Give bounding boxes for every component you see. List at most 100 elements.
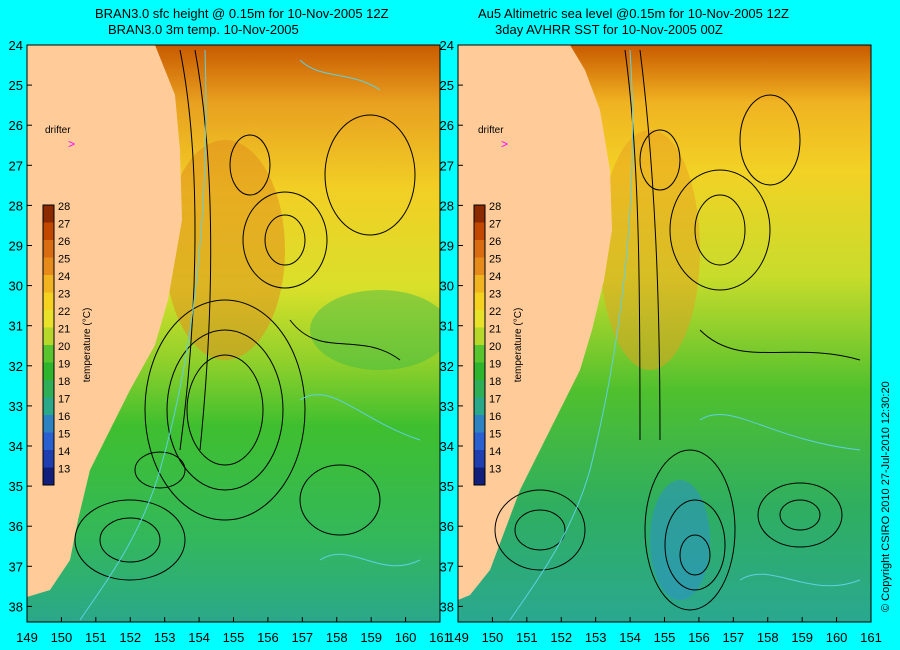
colorbar-swatch: [474, 380, 485, 398]
latitude-tick-label: 29: [9, 239, 23, 254]
right-longitude-axis: 149 150 151 152 153 154 155 156 157 158 159 160 161: [447, 617, 882, 645]
colorbar-swatch: [474, 467, 485, 485]
colorbar-swatch: [43, 380, 54, 398]
colorbar-frame: [473, 204, 486, 486]
longitude-tick-label: 153: [154, 630, 176, 645]
colorbar-swatch: [43, 432, 54, 450]
colorbar-swatch: [43, 345, 54, 363]
longitude-tick-label: 160: [826, 630, 848, 645]
right-title-line1: Au5 Altimetric sea level @0.15m for 10-N…: [478, 6, 789, 21]
left-land: [27, 45, 182, 597]
latitude-tick-label: 33: [440, 399, 454, 414]
latitude-tick-label: 38: [9, 599, 23, 614]
longitude-tick-label: 155: [654, 630, 676, 645]
colorbar-tick-label: 17: [489, 394, 501, 406]
colorbar-swatch: [474, 205, 485, 223]
right-map: drifter >: [458, 45, 871, 622]
right-title-line2: 3day AVHRR SST for 10-Nov-2005 00Z: [495, 22, 723, 37]
latitude-tick-label: 29: [440, 239, 454, 254]
colorbar-swatch: [43, 362, 54, 380]
colorbar-swatch: [43, 397, 54, 415]
colorbar-tick-label: 21: [489, 324, 501, 336]
colorbar-tick-label: 24: [58, 271, 70, 283]
latitude-tick-label: 25: [440, 78, 454, 93]
left-drifter-marker: >: [68, 137, 75, 151]
longitude-tick-label: 154: [188, 630, 210, 645]
colorbar-swatch: [474, 240, 485, 258]
colorbar-swatch: [43, 327, 54, 345]
colorbar-tick-label: 24: [489, 271, 501, 283]
colorbar-tick-label: 22: [489, 306, 501, 318]
latitude-tick-label: 31: [9, 319, 23, 334]
colorbar-swatch: [43, 450, 54, 468]
longitude-tick-label: 161: [429, 630, 451, 645]
right-contours: [494, 49, 861, 611]
longitude-tick-label: 151: [516, 630, 538, 645]
longitude-tick-label: 150: [482, 630, 504, 645]
left-cool-patch: [310, 290, 440, 370]
latitude-tick-label: 30: [440, 279, 454, 294]
latitude-tick-label: 31: [440, 319, 454, 334]
colorbar-tick-label: 15: [58, 429, 70, 441]
colorbar-swatch: [474, 362, 485, 380]
right-drifter-marker: >: [501, 137, 508, 151]
right-colorbar: 28 27 26 25 24 23 22 21 20 19 18 17 16 15 14 13 temperat…: [473, 201, 524, 486]
colorbar-tick-label: 25: [58, 254, 70, 266]
longitude-tick-label: 155: [223, 630, 245, 645]
longitude-tick-label: 158: [326, 630, 348, 645]
right-latitude-axis: 24 25 26 27 28 29 30 31 32 33 34 35 36 37 38: [440, 38, 463, 614]
latitude-tick-label: 30: [9, 279, 23, 294]
colorbar-swatch: [474, 450, 485, 468]
latitude-tick-label: 24: [9, 38, 23, 53]
colorbar-tick-label: 28: [489, 201, 501, 213]
left-cyan-contours: [79, 49, 421, 621]
colorbar-tick-label: 17: [58, 394, 70, 406]
colorbar-swatch: [474, 345, 485, 363]
longitude-tick-label: 157: [722, 630, 744, 645]
longitude-tick-label: 159: [360, 630, 382, 645]
left-title-line2: BRAN3.0 3m temp. 10-Nov-2005: [108, 22, 299, 37]
colorbar-swatch: [474, 222, 485, 240]
latitude-tick-label: 32: [9, 359, 23, 374]
colorbar-swatch: [474, 310, 485, 328]
colorbar-tick-label: 21: [58, 324, 70, 336]
longitude-tick-label: 149: [16, 630, 38, 645]
colorbar-tick-label: 14: [489, 446, 501, 458]
colorbar-label: temperature (°C): [82, 308, 93, 383]
latitude-tick-label: 28: [440, 198, 454, 213]
colorbar-tick-label: 23: [489, 289, 501, 301]
latitude-tick-label: 38: [440, 599, 454, 614]
colorbar-label: temperature (°C): [513, 308, 524, 383]
latitude-tick-label: 35: [9, 479, 23, 494]
colorbar-tick-label: 16: [58, 411, 70, 423]
colorbar-swatch: [474, 397, 485, 415]
latitude-tick-label: 28: [9, 198, 23, 213]
colorbar-swatch: [43, 415, 54, 433]
latitude-tick-label: 32: [440, 359, 454, 374]
right-drifter-label: drifter: [478, 125, 504, 136]
copyright-notice: © Copyright CSIRO 2010 27-Jul-2010 12:30…: [880, 381, 892, 612]
longitude-tick-label: 152: [119, 630, 141, 645]
right-cold-eddy: [650, 480, 710, 600]
colorbar-swatch: [474, 327, 485, 345]
latitude-tick-label: 33: [9, 399, 23, 414]
colorbar-swatch: [474, 432, 485, 450]
colorbar-tick-label: 16: [489, 411, 501, 423]
colorbar-tick-label: 26: [489, 236, 501, 248]
colorbar-tick-label: 15: [489, 429, 501, 441]
colorbar-tick-label: 18: [58, 376, 70, 388]
left-drifter-label: drifter: [45, 125, 71, 136]
left-longitude-axis: 149 150 151 152 153 154 155 156 157 158 159 160 161: [16, 617, 451, 645]
latitude-tick-label: 37: [440, 559, 454, 574]
colorbar-tick-label: 28: [58, 201, 70, 213]
latitude-tick-label: 36: [440, 519, 454, 534]
colorbar-tick-label: 27: [489, 219, 501, 231]
colorbar-swatch: [474, 415, 485, 433]
colorbar-frame: [42, 204, 55, 486]
colorbar-tick-label: 18: [489, 376, 501, 388]
longitude-tick-label: 149: [447, 630, 469, 645]
colorbar-tick-label: 26: [58, 236, 70, 248]
colorbar-swatch: [43, 310, 54, 328]
colorbar-tick-label: 13: [489, 464, 501, 476]
